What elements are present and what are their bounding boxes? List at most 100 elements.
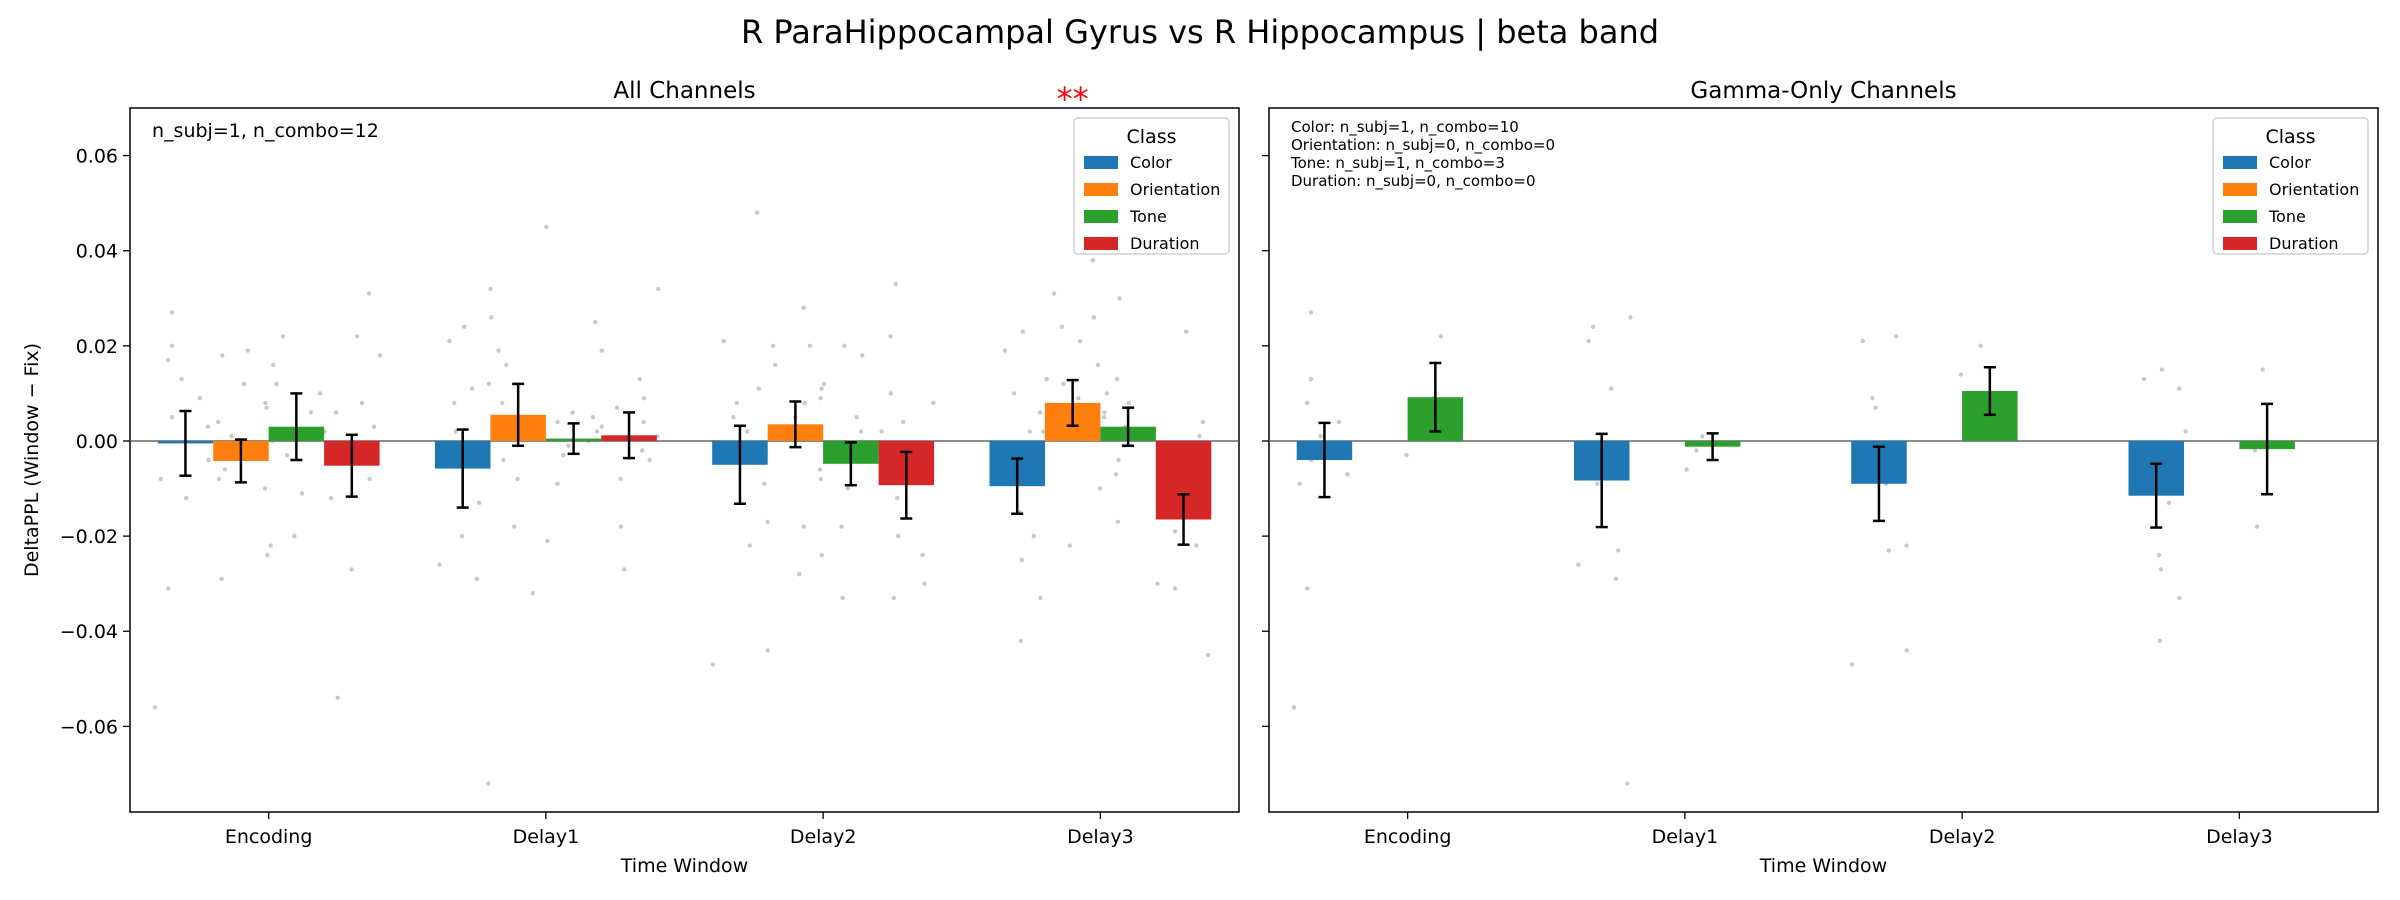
data-point — [594, 429, 600, 434]
data-point — [920, 552, 925, 558]
data-point — [215, 419, 221, 425]
legend-swatch-color — [2223, 156, 2257, 169]
data-point — [166, 586, 171, 591]
data-point — [183, 495, 189, 501]
data-point — [1305, 586, 1310, 591]
data-point — [1205, 652, 1211, 658]
data-point — [1613, 576, 1619, 582]
x-tick-label: Delay1 — [1652, 826, 1719, 848]
data-point — [622, 567, 627, 572]
data-point — [555, 481, 560, 486]
legend-swatch-color — [1084, 156, 1118, 169]
data-point — [2159, 367, 2165, 372]
data-point — [765, 648, 770, 653]
data-point — [641, 419, 646, 425]
figure-title: R ParaHippocampal Gyrus vs R Hippocampus… — [741, 13, 1659, 51]
data-point — [566, 443, 571, 448]
data-point — [437, 562, 442, 567]
data-point — [462, 324, 467, 329]
subplot-title: Gamma-Only Channels — [1690, 78, 1956, 104]
data-point — [1090, 258, 1096, 263]
data-point — [486, 381, 492, 387]
data-point — [1297, 481, 1302, 486]
data-point — [762, 481, 767, 486]
data-point — [1291, 705, 1297, 710]
data-point — [637, 376, 642, 382]
data-point — [299, 491, 305, 496]
data-point — [1318, 434, 1323, 439]
data-point — [265, 552, 270, 558]
data-point — [1117, 296, 1122, 301]
data-point — [158, 476, 163, 482]
data-point — [1595, 481, 1600, 486]
data-point — [710, 662, 716, 667]
data-point — [206, 457, 211, 463]
x-tick-label: Delay1 — [513, 826, 580, 848]
data-point — [1308, 310, 1314, 315]
x-tick-label: Delay2 — [1929, 826, 1996, 848]
data-point — [1893, 334, 1899, 339]
data-point — [854, 415, 859, 420]
data-point — [1586, 338, 1591, 344]
data-point — [1438, 334, 1444, 339]
data-point — [821, 381, 827, 387]
data-point — [2254, 524, 2260, 529]
data-point — [219, 576, 224, 582]
x-tick-label: Encoding — [1364, 826, 1452, 848]
data-point — [501, 457, 506, 463]
data-point — [2158, 567, 2163, 572]
data-point — [797, 572, 802, 577]
data-point — [169, 343, 175, 348]
data-point — [773, 362, 778, 368]
data-point — [1609, 386, 1614, 391]
data-point — [561, 453, 566, 458]
annotation-text: Tone: n_subj=1, n_combo=3 — [1290, 154, 1505, 173]
legend-label: Duration — [2269, 234, 2339, 253]
data-point — [2177, 386, 2182, 391]
y-tick-label: −0.02 — [60, 526, 118, 548]
data-point — [241, 381, 247, 387]
data-point — [263, 400, 268, 406]
data-point — [1102, 415, 1107, 420]
data-point — [308, 410, 314, 415]
data-point — [328, 495, 334, 501]
data-point — [1002, 348, 1008, 353]
data-point — [271, 362, 276, 368]
data-point — [152, 705, 158, 710]
data-point — [229, 434, 234, 439]
data-point — [1172, 586, 1178, 591]
data-point — [169, 310, 175, 315]
x-tick-label: Delay3 — [1067, 826, 1134, 848]
data-point — [618, 476, 623, 482]
data-point — [1011, 391, 1017, 396]
data-point — [268, 543, 273, 548]
data-point — [1038, 410, 1043, 415]
data-point — [366, 291, 372, 296]
data-point — [1336, 419, 1342, 425]
data-point — [888, 334, 893, 339]
data-point — [349, 567, 354, 572]
data-point — [1018, 638, 1023, 643]
data-point — [488, 286, 493, 291]
data-point — [280, 334, 286, 339]
data-point — [1576, 562, 1581, 567]
data-point — [1113, 472, 1119, 477]
x-axis-label: Time Window — [620, 855, 748, 877]
x-tick-label: Encoding — [225, 826, 313, 848]
data-point — [1095, 362, 1101, 368]
data-point — [496, 348, 501, 353]
data-point — [1628, 315, 1633, 320]
data-point — [845, 486, 851, 491]
data-point — [1904, 543, 1909, 548]
y-tick-label: 0.04 — [76, 241, 118, 263]
data-point — [1097, 486, 1103, 491]
data-point — [2252, 448, 2258, 453]
data-point — [599, 348, 604, 353]
legend-label: Orientation — [1130, 180, 1220, 199]
data-point — [640, 448, 645, 453]
data-point — [721, 338, 726, 344]
data-point — [819, 552, 824, 558]
data-point — [1061, 381, 1066, 387]
data-point — [570, 410, 575, 415]
data-point — [802, 400, 807, 406]
